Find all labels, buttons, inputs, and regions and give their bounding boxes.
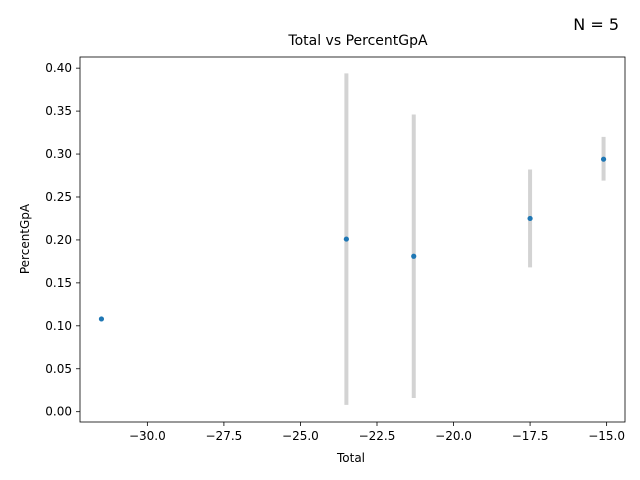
- data-points: [98, 156, 607, 322]
- data-point: [343, 236, 349, 242]
- y-axis-ticks: 0.00 0.05 0.10 0.15 0.20 0.25 0.30 0.35 0.40: [45, 61, 80, 419]
- y-tick-label: 0.30: [45, 147, 72, 161]
- x-tick-label: −22.5: [359, 429, 396, 443]
- sample-size-annotation: N = 5: [573, 15, 619, 34]
- y-tick-label: 0.00: [45, 405, 72, 419]
- x-tick-label: −20.0: [435, 429, 472, 443]
- y-tick-label: 0.35: [45, 104, 72, 118]
- error-bars: [344, 73, 606, 405]
- x-tick-label: −17.5: [512, 429, 549, 443]
- plot-frame: [79, 56, 626, 423]
- x-axis-ticks: −30.0 −27.5 −25.0 −22.5 −20.0 −17.5 −15.0: [129, 422, 625, 443]
- y-tick-label: 0.15: [45, 276, 72, 290]
- y-tick-label: 0.10: [45, 319, 72, 333]
- y-tick-label: 0.25: [45, 190, 72, 204]
- y-tick-label: 0.20: [45, 233, 72, 247]
- y-axis-label: PercentGpA: [18, 203, 32, 274]
- x-tick-label: −30.0: [129, 429, 166, 443]
- data-point: [98, 316, 105, 322]
- x-tick-label: −27.5: [206, 429, 243, 443]
- y-tick-label: 0.05: [45, 362, 72, 376]
- y-tick-label: 0.40: [45, 61, 72, 75]
- x-tick-label: −25.0: [282, 429, 319, 443]
- x-tick-label: −15.0: [588, 429, 625, 443]
- data-point: [600, 156, 607, 162]
- chart-title: Total vs PercentGpA: [287, 33, 428, 49]
- x-axis-label: Total: [336, 451, 365, 465]
- data-point: [411, 253, 417, 259]
- data-point: [527, 215, 533, 222]
